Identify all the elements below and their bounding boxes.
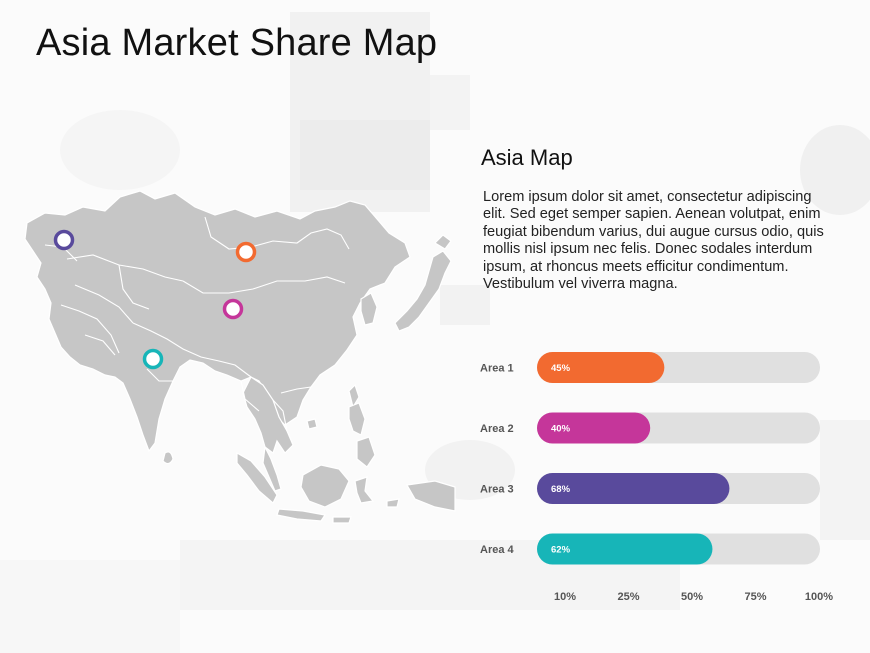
map-borders (44, 216, 350, 432)
bar-area-1 (537, 352, 665, 383)
bar-area-4 (537, 533, 713, 565)
map-pin-area-1[interactable] (235, 241, 257, 263)
map-landmass (24, 190, 456, 524)
bar-category-label-area-4: Area 4 (480, 544, 515, 556)
section-title: Asia Map (481, 145, 573, 170)
bar-value-label-area-4: 62% (551, 545, 571, 556)
bar-area-2 (537, 412, 651, 444)
bar-value-label-area-2: 40% (551, 424, 571, 435)
x-tick-label: 25% (617, 591, 639, 603)
x-tick-label: 50% (681, 591, 703, 603)
x-tick-label: 75% (744, 591, 766, 603)
bar-category-label-area-2: Area 2 (480, 423, 514, 435)
description-text: Lorem ipsum dolor sit amet, consectetur … (483, 189, 824, 293)
page-title: Asia Market Share Map (36, 22, 438, 64)
asia-map (24, 190, 456, 524)
x-tick-label: 10% (554, 591, 576, 603)
map-pin-area-4[interactable] (142, 348, 164, 370)
bar-category-label-area-3: Area 3 (480, 484, 514, 496)
bar-value-label-area-1: 45% (551, 363, 571, 374)
bar-category-label-area-1: Area 1 (480, 363, 514, 375)
x-tick-label: 100% (805, 591, 833, 603)
bar-area-3 (537, 473, 730, 504)
map-pin-area-3[interactable] (53, 229, 75, 251)
bar-value-label-area-3: 68% (551, 484, 571, 495)
market-share-bar-chart: Area 1 45% Area 2 40% Area 3 68% Area 4 62% 10% 2… (480, 352, 833, 603)
map-pin-area-2[interactable] (222, 298, 244, 320)
